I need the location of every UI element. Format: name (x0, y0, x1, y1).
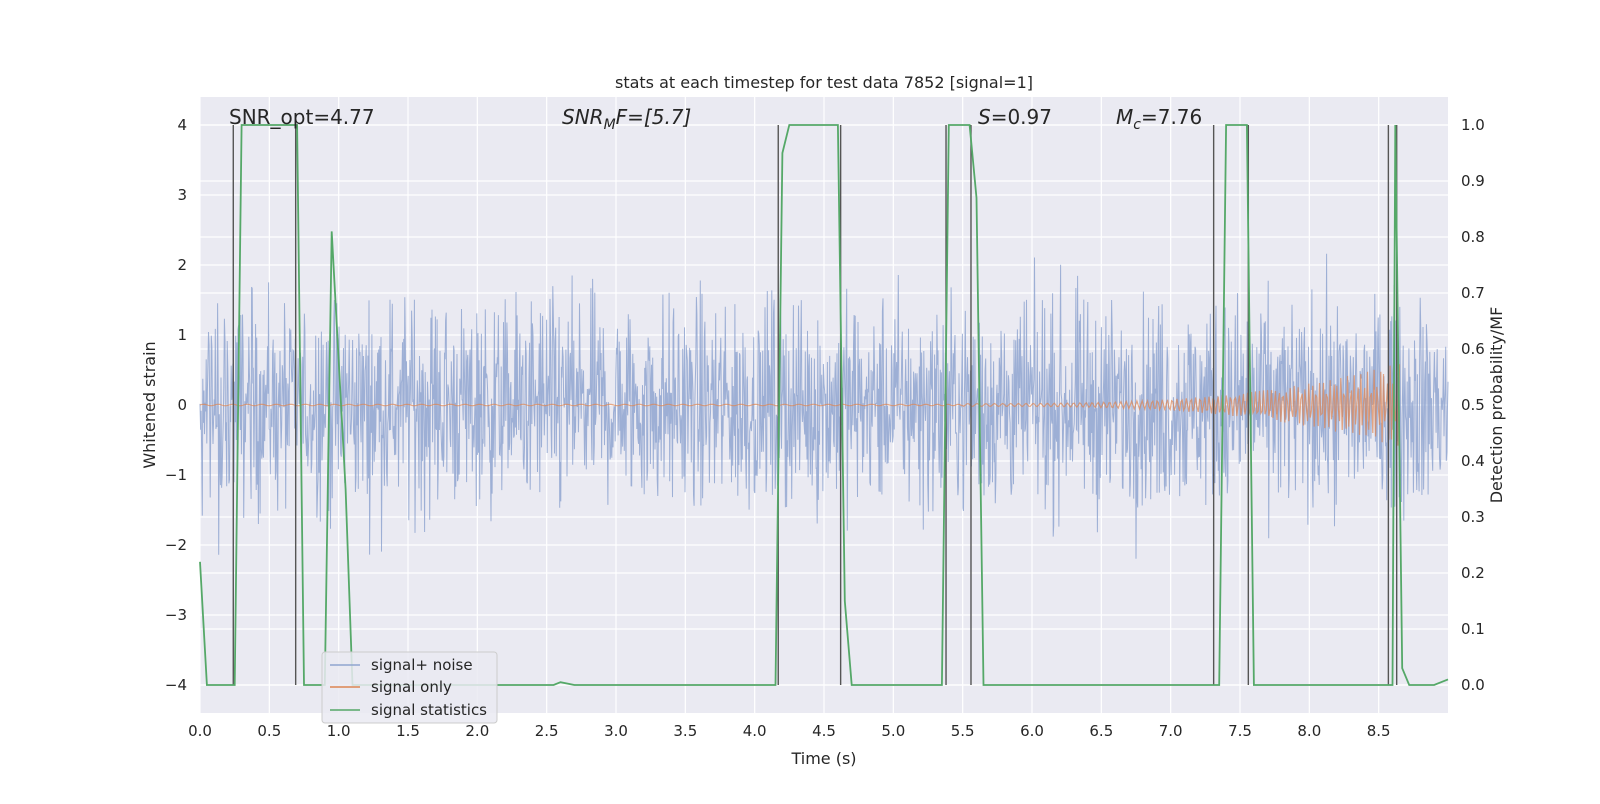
statistics-trace (199, 124, 1449, 686)
annotation-snr-mf-sub: M (604, 117, 616, 133)
y2-tick-label-4: 0.6 (1461, 340, 1485, 358)
tick-labels: 0.0 0.5 1.0 1.5 2.0 2.5 3.0 3.5 4.0 4.5 5.0 5.5 6.0 6… (165, 116, 1485, 740)
x-tick-label-0: 0.0 (188, 722, 212, 740)
y2-tick-label-9: 0.1 (1461, 620, 1485, 638)
y2-tick-label-8: 0.2 (1461, 564, 1485, 582)
x-tick-label-15: 7.5 (1228, 722, 1252, 740)
y2-tick-label-3: 0.7 (1461, 284, 1485, 302)
legend-label-noise: signal+ noise (371, 656, 473, 674)
legend: signal+ noise signal only signal statist… (321, 651, 498, 724)
chirp-trace (199, 364, 1401, 446)
annotation-snr-mf: SNRMF=[5.7] (562, 105, 691, 133)
x-tick-label-8: 4.0 (743, 722, 767, 740)
annotation-s-rest: =0.97 (991, 105, 1052, 129)
y-tick-label-1: 3 (177, 186, 187, 204)
annotation-s-base: S (978, 105, 991, 129)
x-tick-label-4: 2.0 (465, 722, 489, 740)
y2-axis-label: Detection probability/MF (1487, 307, 1506, 504)
legend-label-signal: signal only (371, 678, 452, 696)
annotation-s: S=0.97 (978, 105, 1052, 129)
annotation-mc-base: M (1116, 105, 1133, 129)
x-tick-label-1: 0.5 (257, 722, 281, 740)
chart-title: stats at each timestep for test data 785… (615, 73, 1033, 92)
y2-tick-label-7: 0.3 (1461, 508, 1485, 526)
y-tick-label-8: −4 (165, 676, 187, 694)
statistics-series (199, 124, 1449, 686)
y-tick-label-4: 0 (177, 396, 187, 414)
annotation-mc-rest: =7.76 (1141, 105, 1202, 129)
annotation-mc-sub: c (1133, 117, 1141, 133)
x-tick-label-11: 5.5 (951, 722, 975, 740)
y2-tick-label-6: 0.4 (1461, 452, 1485, 470)
y-tick-label-7: −3 (165, 606, 187, 624)
x-tick-label-12: 6.0 (1020, 722, 1044, 740)
y-tick-label-0: 4 (177, 116, 187, 134)
annotation-mc: Mc=7.76 (1116, 105, 1202, 133)
x-tick-label-3: 1.5 (396, 722, 420, 740)
annotation-snr-mf-base: SNR (562, 105, 604, 129)
y2-tick-label-1: 0.9 (1461, 172, 1485, 190)
y-tick-label-6: −2 (165, 536, 187, 554)
y2-tick-label-5: 0.5 (1461, 396, 1485, 414)
x-tick-label-5: 2.5 (535, 722, 559, 740)
y-axis-label: Whitened strain (140, 341, 159, 468)
annotation-snr-opt: SNR_opt=4.77 (229, 105, 375, 129)
y-tick-label-5: −1 (165, 466, 187, 484)
chirp-series (199, 364, 1401, 446)
x-tick-label-2: 1.0 (327, 722, 351, 740)
legend-label-statistics: signal statistics (371, 701, 487, 719)
y2-tick-label-0: 1.0 (1461, 116, 1485, 134)
x-tick-label-9: 4.5 (812, 722, 836, 740)
x-tick-label-17: 8.5 (1367, 722, 1391, 740)
x-tick-label-6: 3.0 (604, 722, 628, 740)
x-tick-label-13: 6.5 (1089, 722, 1113, 740)
y-tick-label-3: 1 (177, 326, 187, 344)
annotation-snr-mf-rest: F=[5.7] (616, 105, 692, 129)
x-tick-label-10: 5.0 (881, 722, 905, 740)
legend-box (321, 651, 498, 724)
y2-tick-label-10: 0.0 (1461, 676, 1485, 694)
x-axis-label: Time (s) (790, 749, 856, 768)
y2-tick-label-2: 0.8 (1461, 228, 1485, 246)
x-tick-label-14: 7.0 (1159, 722, 1183, 740)
x-tick-label-7: 3.5 (673, 722, 697, 740)
x-tick-label-16: 8.0 (1297, 722, 1321, 740)
y-tick-label-2: 2 (177, 256, 187, 274)
